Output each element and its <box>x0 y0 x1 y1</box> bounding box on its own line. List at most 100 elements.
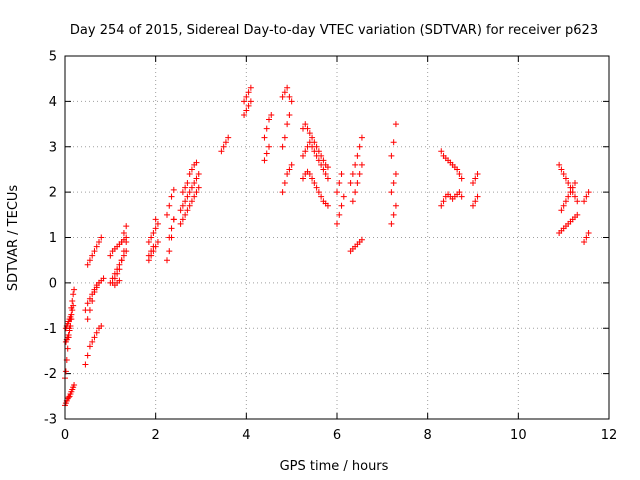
data-point <box>347 180 354 187</box>
data-point <box>64 345 71 352</box>
data-point <box>358 134 365 141</box>
chart-title: Day 254 of 2015, Sidereal Day-to-day VTE… <box>70 23 598 38</box>
y-tick-label: -2 <box>44 367 57 382</box>
y-tick-label: -3 <box>44 413 57 428</box>
data-point <box>585 189 592 196</box>
data-point <box>65 332 72 339</box>
data-point <box>318 193 325 200</box>
data-point <box>334 189 340 196</box>
data-point <box>67 322 74 329</box>
data-point <box>324 175 331 182</box>
data-point <box>281 89 288 96</box>
data-point <box>356 143 363 150</box>
data-point <box>474 170 481 177</box>
data-point <box>222 139 229 146</box>
data-point <box>279 143 286 150</box>
data-point <box>390 180 397 187</box>
data-point <box>71 286 78 293</box>
x-tick-label: 12 <box>601 428 618 443</box>
data-point <box>69 298 76 305</box>
data-point <box>356 170 363 177</box>
data-point <box>438 148 445 155</box>
data-point <box>558 207 565 214</box>
data-point <box>152 216 159 223</box>
data-point <box>154 220 161 227</box>
data-point <box>98 322 105 329</box>
data-point <box>315 148 322 155</box>
data-point <box>100 275 107 282</box>
data-point <box>96 239 102 246</box>
data-point <box>562 198 569 205</box>
data-point <box>569 184 576 191</box>
data-point <box>300 152 306 159</box>
data-point <box>188 184 195 191</box>
data-point <box>472 175 479 182</box>
data-point <box>184 193 191 200</box>
data-point <box>93 284 100 291</box>
data-point <box>268 111 275 118</box>
data-point <box>560 202 567 209</box>
data-point <box>279 189 286 196</box>
data-point <box>565 193 572 200</box>
data-point <box>89 252 96 259</box>
data-point <box>68 316 75 323</box>
data-point <box>86 307 93 314</box>
data-point <box>188 166 195 173</box>
data-point <box>279 93 286 100</box>
data-point <box>288 98 295 105</box>
data-point <box>168 225 175 232</box>
data-point <box>118 239 125 246</box>
data-point <box>70 291 77 298</box>
data-point <box>392 202 399 209</box>
data-point <box>261 134 268 141</box>
data-point <box>114 270 121 277</box>
data-point <box>193 189 200 196</box>
data-point <box>572 193 578 200</box>
data-point <box>148 234 155 241</box>
data-point <box>472 198 479 205</box>
data-point <box>311 180 318 187</box>
data-point <box>84 316 91 323</box>
data-point <box>170 216 177 223</box>
data-point <box>186 189 193 196</box>
data-point <box>456 189 463 196</box>
data-point <box>300 175 306 182</box>
data-point <box>358 236 365 243</box>
data-point <box>179 216 186 223</box>
data-point <box>166 202 173 209</box>
x-axis-label: GPS time / hours <box>280 459 389 474</box>
data-point <box>84 261 91 268</box>
data-point <box>320 157 327 164</box>
y-axis-label: SDTVAR / TECUs <box>6 185 21 292</box>
data-point <box>93 243 100 250</box>
data-point <box>150 229 157 236</box>
data-point <box>470 180 476 187</box>
data-point <box>62 368 69 375</box>
data-point <box>154 239 161 246</box>
data-point <box>306 130 313 137</box>
data-point <box>306 170 313 177</box>
data-point <box>302 148 309 155</box>
data-point <box>123 223 130 230</box>
data-point <box>193 159 200 166</box>
data-point <box>438 202 445 209</box>
x-tick-label: 0 <box>61 428 69 443</box>
data-point <box>86 257 93 264</box>
data-point <box>324 164 331 171</box>
data-point <box>186 170 193 177</box>
data-point <box>315 189 322 196</box>
data-point <box>560 170 567 177</box>
data-point <box>247 98 254 105</box>
data-point <box>245 89 252 96</box>
data-point <box>567 189 574 196</box>
data-point <box>284 121 291 128</box>
data-point <box>84 352 91 359</box>
data-point <box>148 248 155 255</box>
data-point <box>111 275 118 282</box>
data-point <box>304 125 311 132</box>
data-point <box>65 394 72 401</box>
data-point <box>195 170 202 177</box>
data-point <box>313 184 320 191</box>
data-point <box>177 207 184 214</box>
